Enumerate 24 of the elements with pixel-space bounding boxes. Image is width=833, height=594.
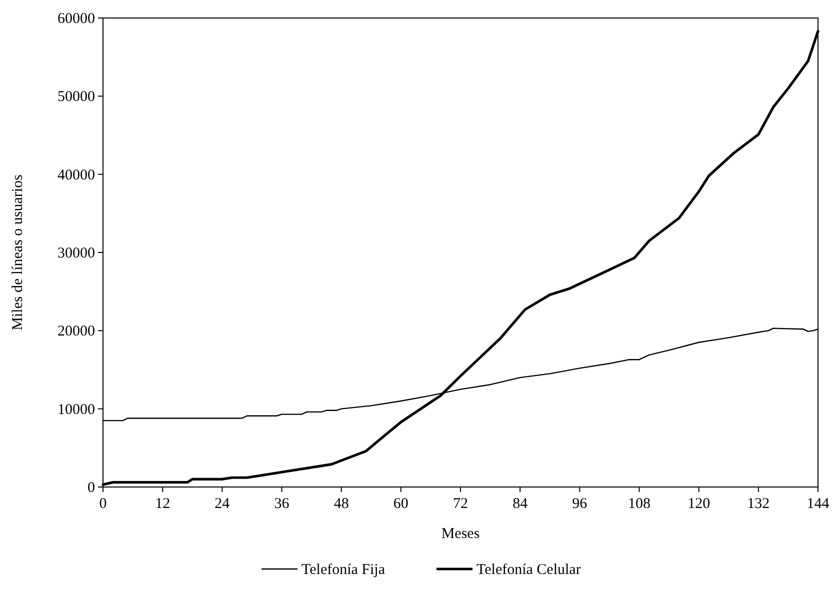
x-tick-label: 60 [393,496,408,512]
x-tick-label: 96 [572,496,588,512]
y-tick-label: 0 [88,480,95,496]
x-tick-label: 72 [453,496,468,512]
x-tick-label: 108 [628,496,650,512]
x-tick-label: 132 [747,496,770,512]
x-tick-label: 48 [334,496,349,512]
y-tick-label: 60000 [58,11,95,27]
x-tick-label: 24 [214,496,230,512]
x-tick-label: 0 [99,496,107,512]
y-axis-title: Miles de líneas o usuarios [10,174,26,330]
x-tick-label: 12 [155,496,170,512]
legend-label: Telefonía Fija [302,562,386,578]
y-tick-label: 10000 [58,402,95,418]
x-tick-label: 84 [512,496,528,512]
y-tick-label: 20000 [58,324,95,340]
x-tick-label: 144 [806,496,830,512]
x-axis-title: Meses [441,526,480,542]
y-tick-label: 50000 [58,89,95,106]
x-tick-label: 36 [274,496,290,512]
legend-label: Telefonía Celular [476,562,581,578]
y-tick-label: 30000 [58,246,95,262]
y-tick-label: 40000 [58,167,95,184]
x-tick-label: 120 [688,496,710,512]
